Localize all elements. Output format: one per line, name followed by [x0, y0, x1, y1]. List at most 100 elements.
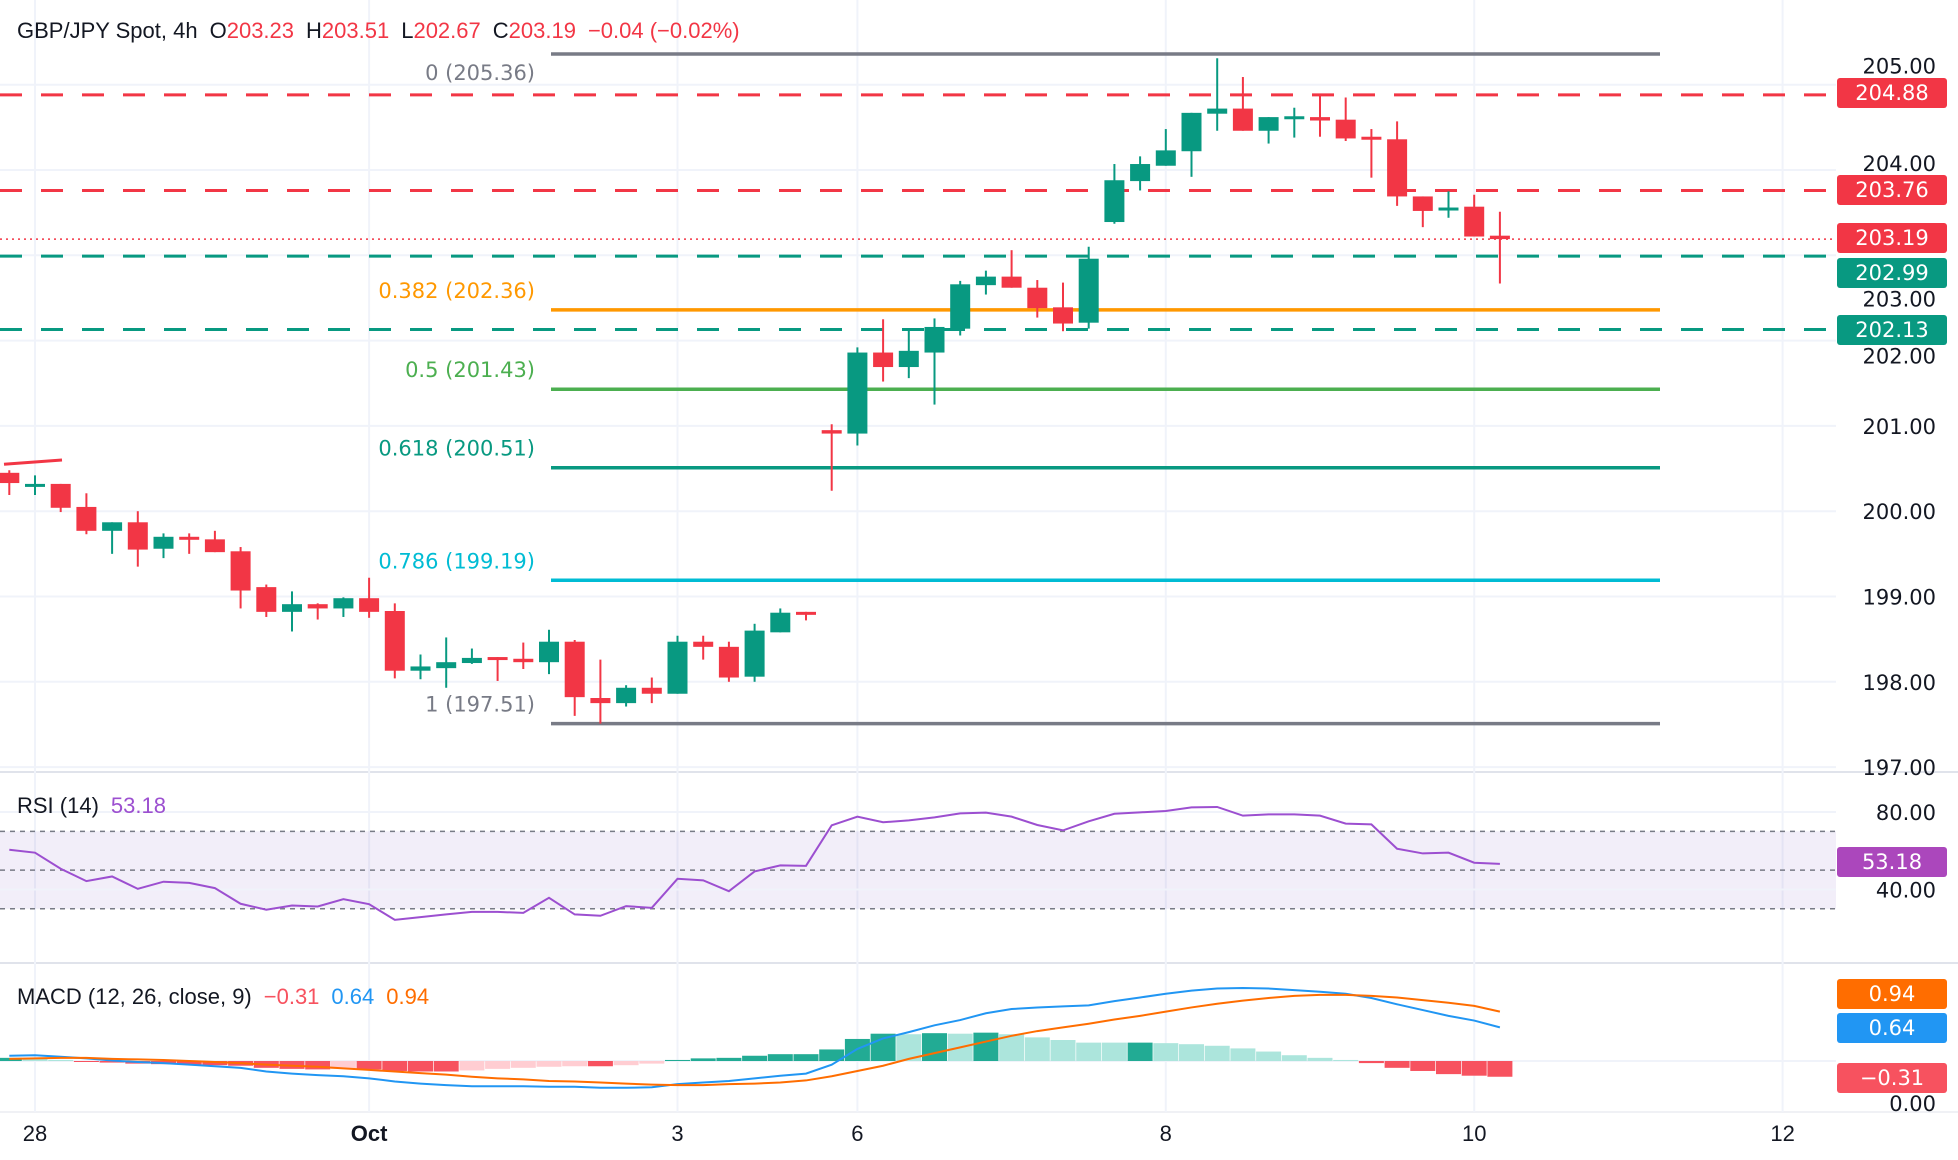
- fib-level-label: 0.618 (200.51): [378, 437, 535, 461]
- macd-hist-value: −0.31: [263, 984, 320, 1009]
- macd-histogram-bar: [1230, 1048, 1256, 1061]
- price-tick-label: 203.00: [1863, 287, 1936, 311]
- candle-body: [539, 641, 559, 663]
- candle-body: [230, 551, 251, 591]
- macd-line-badge: 0.64: [1837, 1013, 1947, 1043]
- rsi-title: RSI (14): [17, 793, 99, 818]
- candle-body: [127, 522, 148, 550]
- rsi-tick-label: 80.00: [1876, 801, 1936, 825]
- macd-histogram-bar: [1076, 1042, 1102, 1061]
- candle: [1232, 77, 1253, 131]
- macd-histogram-bar: [22, 1057, 48, 1061]
- candle-body: [513, 658, 534, 663]
- open-value: 203.23: [226, 18, 295, 43]
- candle: [307, 603, 328, 620]
- macd-histogram-bar: [973, 1032, 999, 1061]
- candle-body: [1078, 258, 1099, 323]
- date-tick-label: 3: [671, 1121, 683, 1146]
- candle-body: [718, 646, 739, 678]
- candle-body: [796, 611, 816, 615]
- candle-body: [1361, 136, 1382, 140]
- candle: [230, 547, 251, 609]
- candle: [821, 424, 842, 491]
- date-tick-label: 28: [23, 1121, 47, 1146]
- macd-histogram-bar: [1050, 1040, 1076, 1061]
- macd-histogram-bar: [793, 1054, 819, 1061]
- candle: [410, 654, 431, 680]
- rsi-value: 53.18: [110, 793, 166, 818]
- candle: [1053, 282, 1073, 332]
- candle-body: [1104, 180, 1125, 223]
- macd-histogram-bar: [485, 1061, 511, 1069]
- macd-histogram-bar: [1153, 1043, 1179, 1061]
- candle: [127, 511, 148, 567]
- candle: [25, 475, 45, 495]
- rsi-badge: 53.18: [1837, 847, 1947, 877]
- candle-body: [1412, 196, 1433, 211]
- candle: [975, 270, 996, 295]
- candle-body: [616, 687, 637, 704]
- candle-body: [1027, 287, 1048, 309]
- fib-level-label: 0.5 (201.43): [405, 358, 535, 382]
- candle: [1130, 156, 1151, 191]
- fib-level-label: 0 (205.36): [425, 61, 535, 85]
- macd-histogram-bar: [716, 1057, 742, 1061]
- macd-histogram-bar: [1358, 1061, 1384, 1064]
- macd-histogram-bar: [330, 1061, 356, 1069]
- macd-histogram-bar: [639, 1061, 665, 1064]
- price-tick-label: 202.00: [1863, 345, 1936, 369]
- macd-histogram-bar: [48, 1059, 74, 1061]
- price-badge-202-99: 202.99: [1837, 258, 1947, 288]
- date-tick-label: 6: [851, 1121, 863, 1146]
- candle: [1361, 129, 1382, 178]
- candle-body: [1335, 119, 1356, 139]
- macd-histogram-bar: [1179, 1044, 1204, 1061]
- candle: [1284, 107, 1305, 138]
- candle: [1104, 164, 1125, 224]
- symbol-label: GBP/JPY Spot, 4h: [17, 18, 198, 43]
- candle: [873, 319, 894, 382]
- candle-body: [641, 687, 662, 694]
- candle: [1207, 58, 1228, 131]
- price-tick-label: 198.00: [1863, 671, 1936, 695]
- candle-body: [1053, 307, 1073, 324]
- candle: [256, 584, 277, 617]
- macd-histogram-bar: [665, 1059, 690, 1061]
- candle: [950, 280, 971, 336]
- macd-histogram-bar: [1204, 1045, 1230, 1061]
- candle: [1464, 194, 1485, 237]
- macd-histogram-bar: [613, 1061, 639, 1066]
- price-tick-label: 205.00: [1863, 55, 1936, 79]
- candle: [667, 635, 688, 694]
- macd-histogram-bar: [202, 1061, 228, 1066]
- macd-histogram-bar: [1410, 1061, 1436, 1071]
- candle-body: [770, 612, 791, 633]
- candle: [590, 659, 611, 724]
- candle-body: [1130, 164, 1151, 182]
- macd-histogram-bar: [1461, 1061, 1487, 1076]
- rsi-legend: RSI (14) 53.18: [17, 793, 166, 819]
- candle: [616, 685, 637, 707]
- candle: [1078, 246, 1099, 329]
- candle-body: [898, 350, 919, 368]
- macd-histogram-bar: [819, 1049, 845, 1061]
- candle-body: [204, 539, 225, 553]
- candle-body: [410, 666, 431, 671]
- macd-line: [9, 987, 1501, 1089]
- macd-histogram-bar: [99, 1061, 125, 1063]
- candle: [693, 635, 714, 660]
- macd-histogram-bar: [562, 1061, 588, 1067]
- candle: [770, 608, 791, 633]
- price-tick-label: 201.00: [1863, 415, 1936, 439]
- candle: [76, 493, 97, 535]
- main-legend: GBP/JPY Spot, 4h O 203.23 H 203.51 L 202.67…: [17, 18, 740, 44]
- candle-body: [0, 472, 20, 484]
- macd-histogram-bar: [1384, 1061, 1410, 1068]
- macd-histogram-bar: [305, 1061, 331, 1070]
- candle-body: [744, 630, 765, 677]
- candle: [461, 648, 482, 664]
- candle-body: [461, 657, 482, 664]
- macd-histogram-bar: [382, 1061, 408, 1071]
- high-label: H: [306, 18, 322, 43]
